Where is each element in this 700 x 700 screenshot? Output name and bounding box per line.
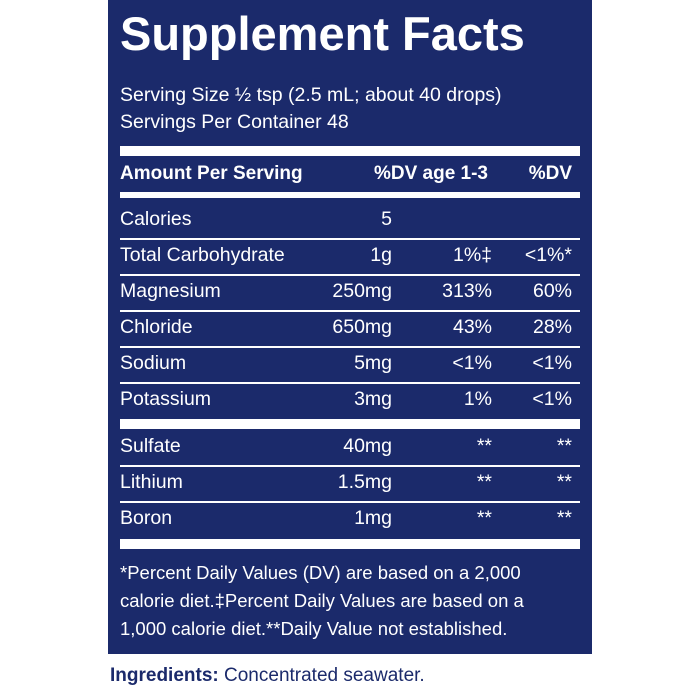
cell-name: Boron [120, 507, 173, 529]
cell-name: Chloride [120, 316, 193, 338]
cell-dv-child: ** [476, 471, 492, 493]
cell-amount: 650mg [332, 316, 392, 338]
cell-name: Magnesium [120, 280, 221, 302]
cell-dv: ** [556, 507, 572, 529]
cell-amount: 1mg [354, 507, 392, 529]
cell-dv: 60% [532, 280, 572, 302]
footnote: 1,000 calorie diet.**Daily Value not est… [120, 618, 508, 639]
cell-dv: <1% [532, 388, 572, 410]
cell-name: Sodium [120, 352, 187, 374]
servings-per-container: Servings Per Container 48 [120, 111, 349, 133]
cell-dv-child: 43% [452, 316, 492, 338]
cell-name: Sulfate [120, 435, 181, 457]
supplement-panel: Supplement Facts Serving Size ½ tsp (2.5… [108, 0, 592, 654]
cell-name: Potassium [120, 388, 212, 410]
thick-rule [120, 146, 580, 156]
thin-rule [120, 238, 580, 240]
cell-dv-child: 1%‡ [452, 244, 492, 266]
column-header: %DV age 1-3 [373, 163, 488, 184]
footnote: calorie diet.‡Percent Daily Values are b… [120, 590, 524, 611]
thin-rule [120, 382, 580, 384]
cell-dv: 28% [532, 316, 572, 338]
ingredients: Ingredients: Concentrated seawater. [110, 665, 425, 687]
thick-rule [120, 539, 580, 549]
cell-amount: 250mg [332, 280, 392, 302]
cell-dv-child: ** [476, 435, 492, 457]
cell-dv-child: ** [476, 507, 492, 529]
cell-dv-child: 313% [442, 280, 492, 302]
cell-amount: 5 [381, 208, 392, 230]
thin-rule [120, 274, 580, 276]
column-header: %DV [528, 163, 572, 184]
cell-amount: 5mg [354, 352, 392, 374]
serving-size: Serving Size ½ tsp (2.5 mL; about 40 dro… [120, 84, 502, 106]
thin-rule [120, 465, 580, 467]
cell-dv: ** [556, 471, 572, 493]
thin-rule [120, 310, 580, 312]
column-header: Amount Per Serving [120, 163, 303, 184]
cell-amount: 40mg [343, 435, 392, 457]
cell-dv-child: 1% [463, 388, 492, 410]
medium-rule [120, 192, 580, 198]
cell-amount: 3mg [354, 388, 392, 410]
ingredients-label: Ingredients: [110, 665, 219, 686]
cell-dv: ** [556, 435, 572, 457]
cell-name: Calories [120, 208, 192, 230]
cell-amount: 1.5mg [337, 471, 392, 493]
cell-dv: <1% [532, 352, 572, 374]
ingredients-text: Concentrated seawater. [224, 665, 425, 686]
thin-rule [120, 346, 580, 348]
cell-amount: 1g [370, 244, 392, 266]
thick-rule [120, 419, 580, 429]
thin-rule [120, 501, 580, 503]
cell-name: Total Carbohydrate [120, 244, 285, 266]
footnote: *Percent Daily Values (DV) are based on … [120, 562, 521, 583]
title: Supplement Facts [120, 7, 525, 60]
cell-dv: <1%* [524, 244, 572, 266]
cell-name: Lithium [120, 471, 183, 493]
cell-dv-child: <1% [452, 352, 492, 374]
